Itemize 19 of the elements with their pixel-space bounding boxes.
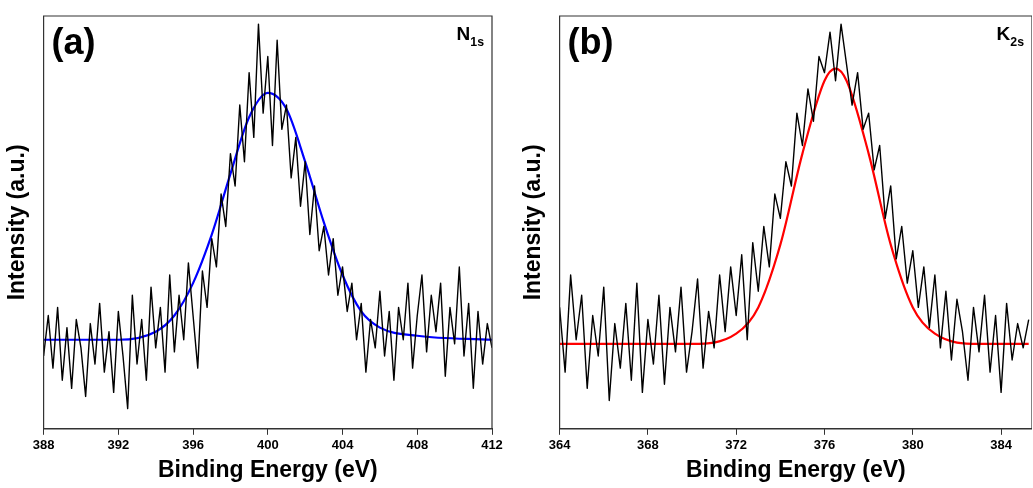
y-axis-title: Intensity (a.u.): [519, 144, 546, 301]
x-tick-label: 380: [901, 437, 924, 453]
x-tick-label: 376: [813, 437, 836, 453]
x-tick-label: 400: [256, 437, 279, 453]
x-axis-title: Binding Energy (eV): [157, 455, 378, 482]
x-tick-label: 372: [725, 437, 748, 453]
annotation: (b): [567, 21, 614, 62]
y-axis-title: Intensity (a.u.): [3, 144, 30, 301]
x-tick-label: 368: [637, 437, 659, 453]
x-tick-label: 388: [32, 437, 55, 453]
x-tick-label: 364: [548, 437, 572, 453]
x-axis-title: Binding Energy (eV): [685, 455, 906, 482]
x-tick-label: 384: [990, 437, 1013, 453]
x-tick-label: 412: [481, 437, 503, 453]
x-tick-label: 396: [182, 437, 204, 453]
x-tick-label: 392: [107, 437, 130, 453]
annotation: (a): [51, 21, 96, 62]
x-tick-label: 408: [406, 437, 429, 453]
x-tick-label: 404: [331, 437, 355, 453]
